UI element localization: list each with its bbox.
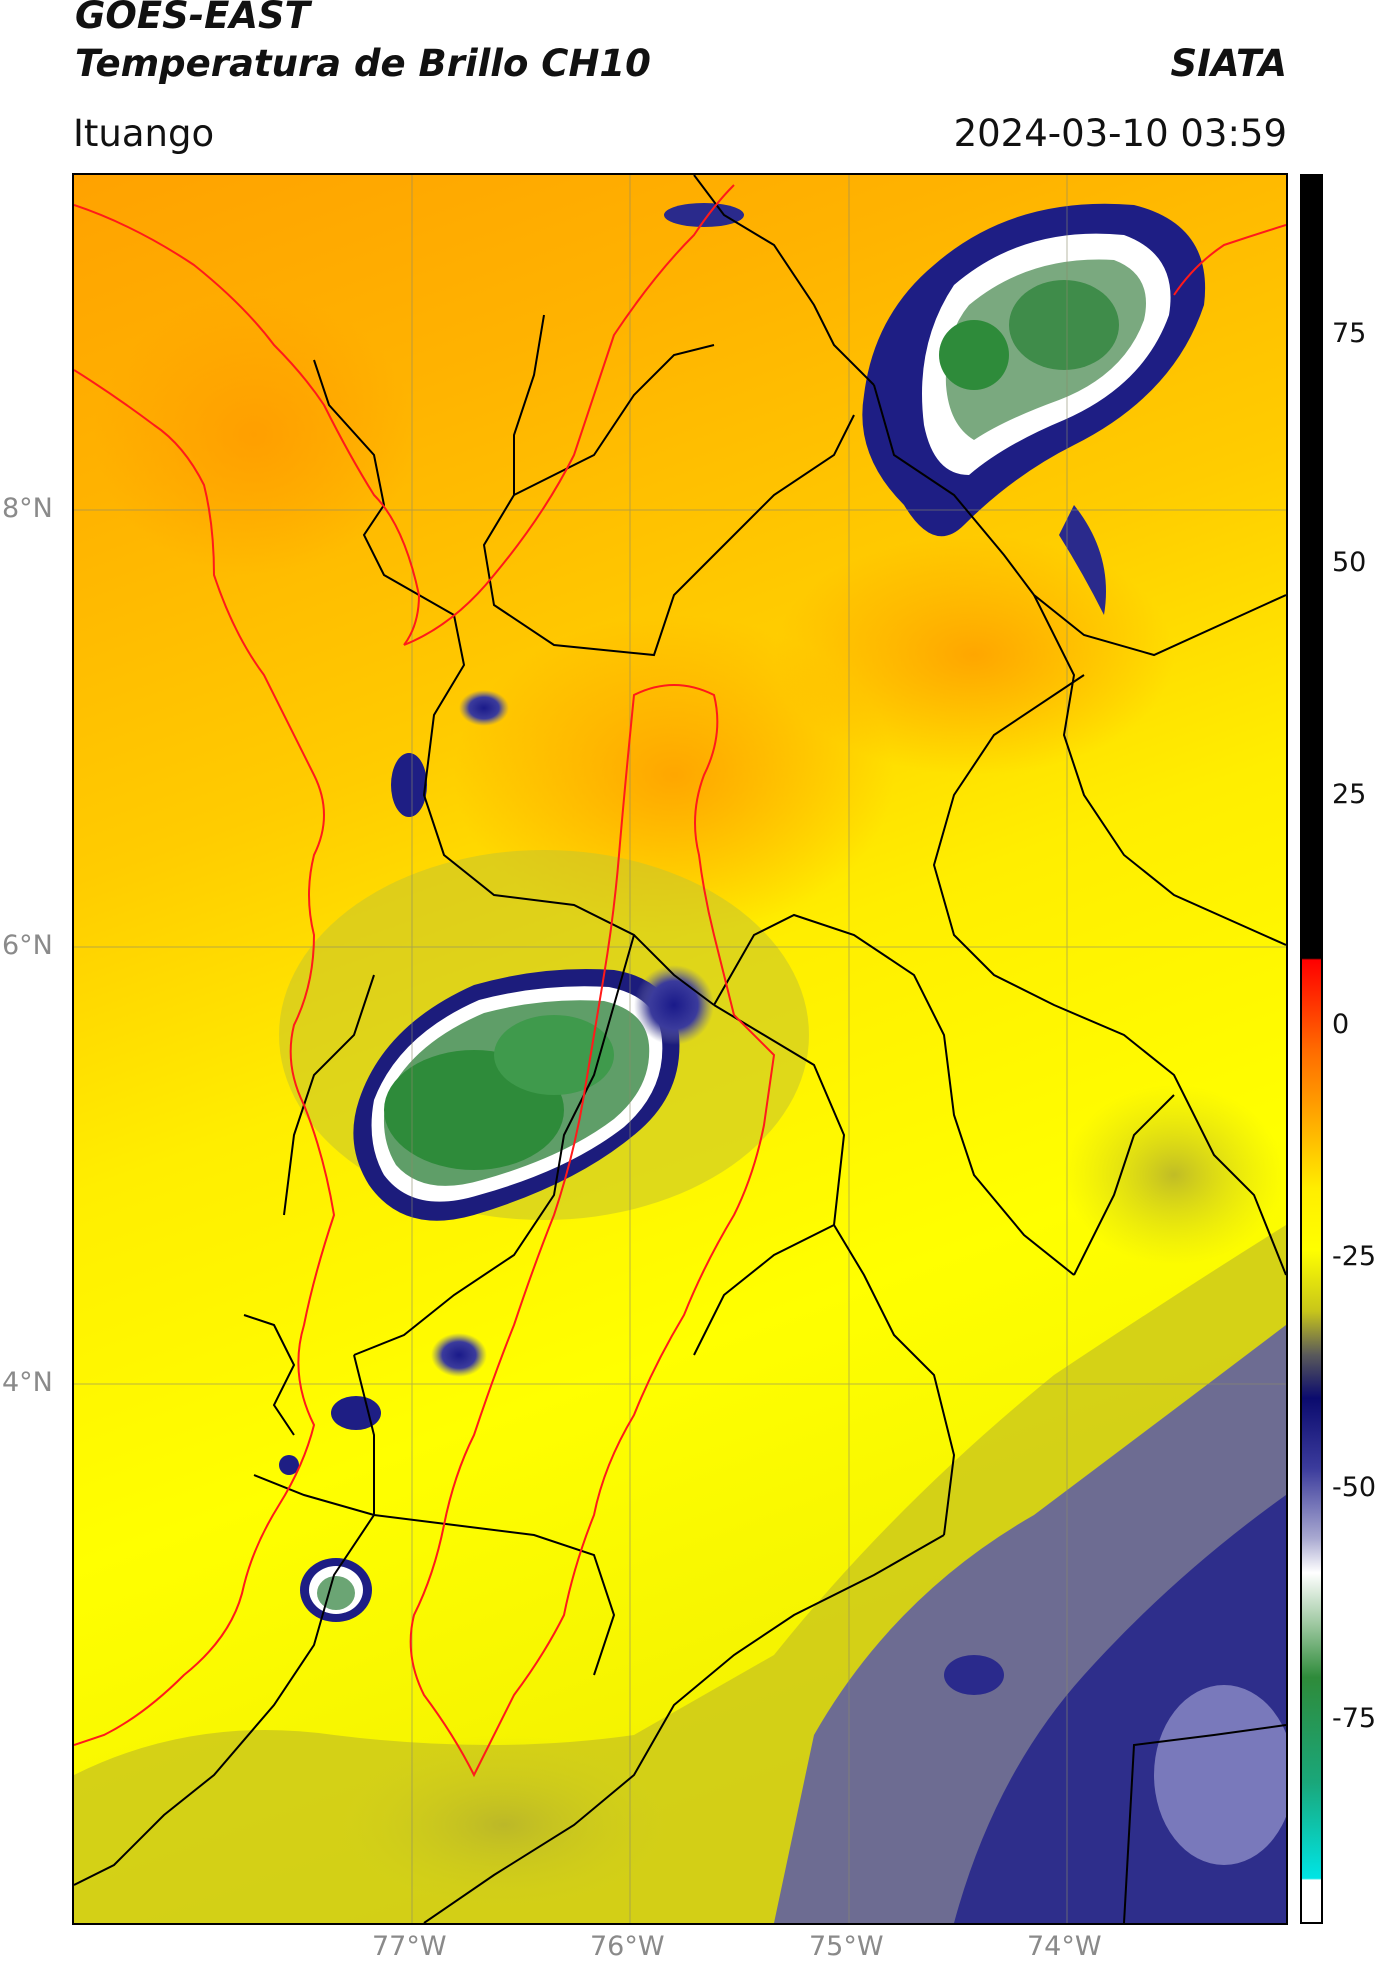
lon-tick: 75°W <box>809 1931 884 1962</box>
product-title: Temperatura de Brillo CH10 <box>75 42 651 85</box>
colorbar-tick: -25 <box>1332 1241 1377 1272</box>
lon-tick: 74°W <box>1027 1931 1102 1962</box>
lat-tick: 4°N <box>2 1367 53 1398</box>
lon-tick: 77°W <box>372 1931 447 1962</box>
colorbar-tick: 50 <box>1332 547 1367 578</box>
colorbar-tick: -75 <box>1332 1703 1377 1734</box>
source-label: SIATA <box>1170 42 1287 85</box>
lat-tick: 6°N <box>2 930 53 961</box>
lat-tick: 8°N <box>2 493 53 524</box>
graticule <box>74 175 1286 1923</box>
lon-tick: 76°W <box>590 1931 665 1962</box>
datetime-label: 2024-03-10 03:59 <box>953 112 1287 155</box>
brightness-temperature-field <box>74 175 1286 1923</box>
satellite-title: GOES-EAST <box>75 0 310 37</box>
satellite-map <box>72 173 1288 1925</box>
department-borders <box>74 175 1286 1923</box>
coastline <box>74 184 1286 1778</box>
colorbar-tick: 0 <box>1332 1009 1350 1040</box>
colorbar-tick: 75 <box>1332 318 1367 349</box>
colorbar-tick: -50 <box>1332 1472 1377 1503</box>
colorbar-tick: 25 <box>1332 779 1367 810</box>
region-label: Ituango <box>73 112 215 155</box>
colorbar <box>1300 174 1323 1924</box>
colorbar-gradient <box>1302 176 1321 1922</box>
